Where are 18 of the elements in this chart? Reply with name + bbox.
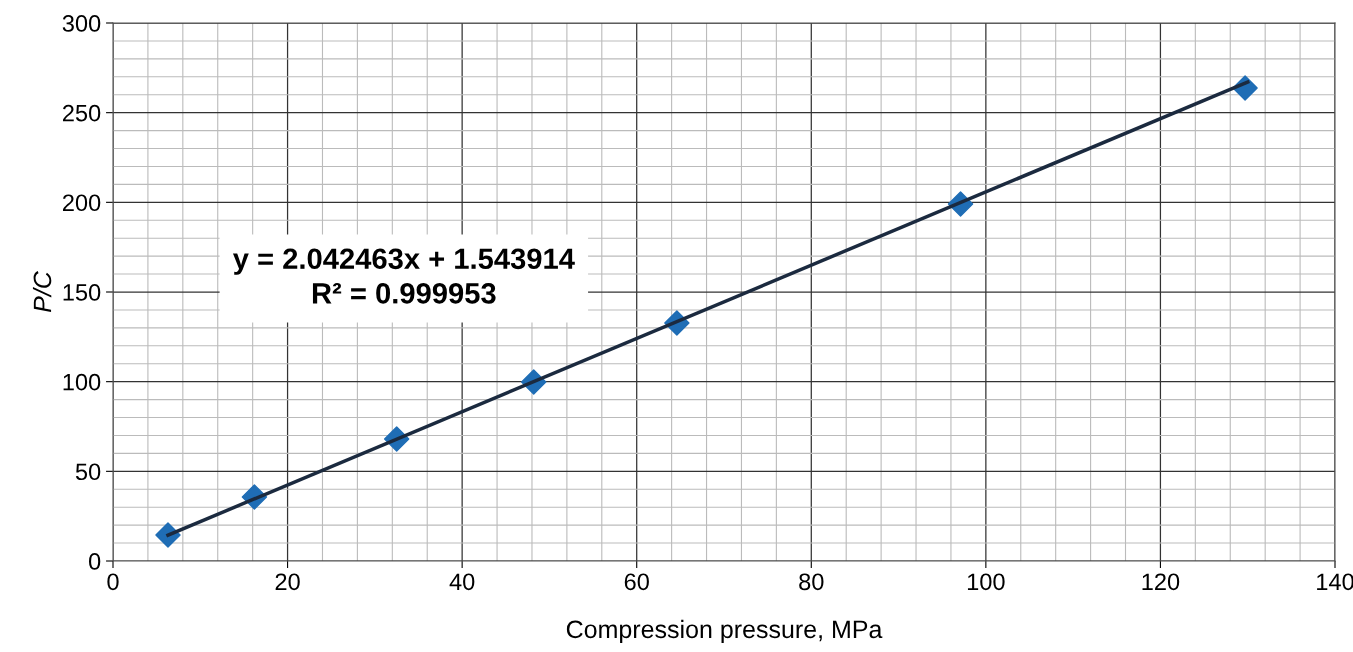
y-tick-label: 300 xyxy=(62,15,101,32)
y-tick-label: 150 xyxy=(63,284,101,301)
y-tick-label: 250 xyxy=(62,104,101,122)
x-tick-label: 140 xyxy=(1317,573,1353,591)
y-tick-label: 100 xyxy=(63,373,101,391)
y-tick-label: 50 xyxy=(75,463,101,481)
annotation: y = 2.042463x + 1.543914 R² = 0.999953 xyxy=(232,248,575,304)
x-tick-label: 60 xyxy=(624,573,649,591)
y-axis-title: P/C xyxy=(32,271,52,313)
x-tick-label: 20 xyxy=(275,573,300,591)
x-tick-label: 120 xyxy=(1142,573,1180,591)
x-tick-label: 0 xyxy=(107,573,119,591)
y-tick-label: 0 xyxy=(88,553,101,570)
x-axis-title: Compression pressure, MPa xyxy=(566,619,883,644)
y-tick-label: 200 xyxy=(62,194,101,212)
x-tick-label: 80 xyxy=(799,573,824,591)
x-tick-label: 40 xyxy=(449,573,475,591)
x-tick-label: 100 xyxy=(967,573,1005,591)
